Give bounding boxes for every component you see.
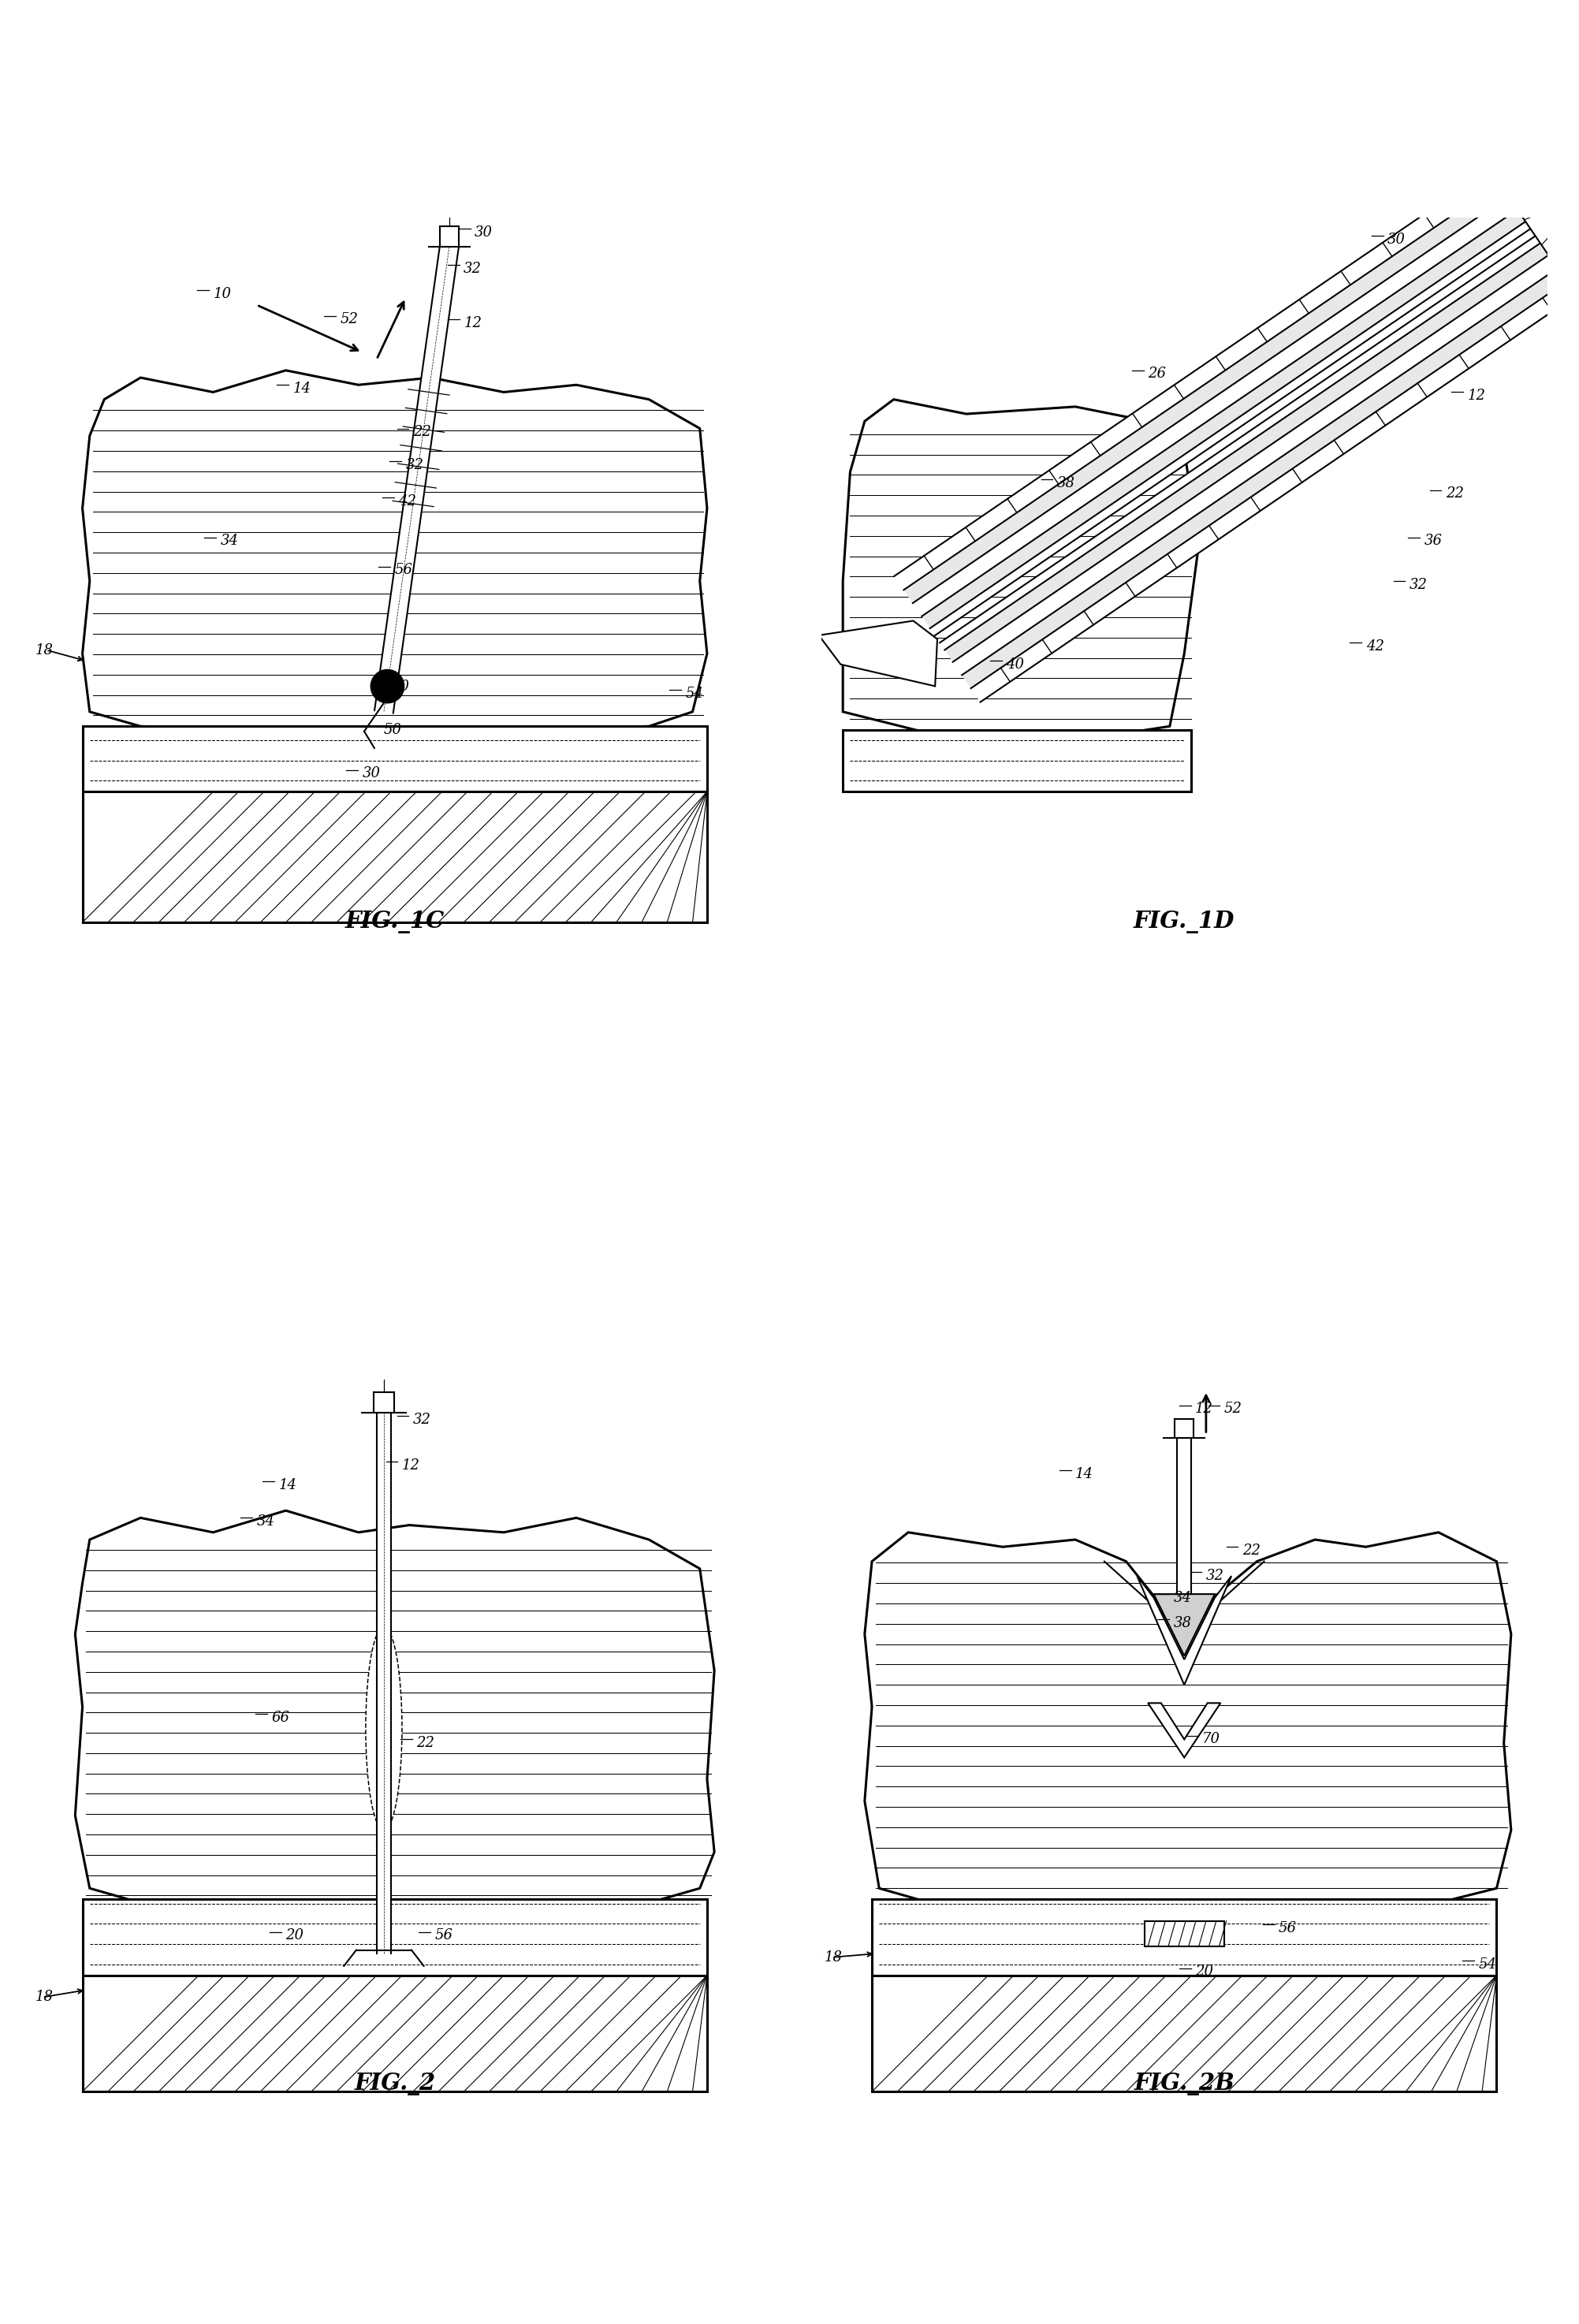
Polygon shape [76,1511,714,1910]
Text: 30: 30 [362,767,381,781]
Text: 22: 22 [417,1736,434,1750]
Text: 14: 14 [294,381,311,395]
Text: FIG._2: FIG._2 [354,2073,436,2096]
Text: 12: 12 [1467,388,1486,402]
Polygon shape [1154,1594,1214,1655]
Polygon shape [930,221,1530,634]
Polygon shape [377,1413,392,1954]
Text: 32: 32 [1410,579,1427,593]
Text: 34: 34 [257,1515,275,1529]
Polygon shape [1176,1439,1192,1627]
Text: 20: 20 [392,679,409,693]
Text: FIG._2B: FIG._2B [1134,2073,1235,2096]
Bar [1145,1922,1224,1948]
Polygon shape [952,256,1557,674]
Text: 38: 38 [1058,476,1075,490]
Polygon shape [894,170,1500,590]
Text: 26: 26 [1148,367,1165,381]
Polygon shape [1491,170,1579,295]
Text: 14: 14 [1075,1466,1093,1480]
Polygon shape [820,621,938,686]
Polygon shape [944,244,1549,662]
Text: 18: 18 [35,644,54,658]
Polygon shape [82,1899,707,1975]
Polygon shape [872,1975,1497,2092]
Text: 36: 36 [1424,535,1442,548]
Text: 40: 40 [1006,658,1025,672]
Text: 54: 54 [685,686,703,700]
Text: FIG._1D: FIG._1D [1134,911,1235,934]
Text: 20: 20 [286,1929,303,1943]
Polygon shape [962,267,1566,688]
Polygon shape [1148,1703,1221,1757]
Text: 14: 14 [278,1478,297,1492]
Polygon shape [374,246,458,713]
Circle shape [371,669,404,704]
Text: 32: 32 [1206,1569,1224,1583]
Text: 34: 34 [1173,1590,1192,1606]
Text: 32: 32 [406,458,423,472]
Text: 32: 32 [414,1413,431,1427]
Text: 22: 22 [1243,1543,1260,1557]
Text: 42: 42 [1366,639,1383,653]
Text: 10: 10 [213,286,231,302]
Polygon shape [971,281,1576,702]
Text: 42: 42 [398,495,417,509]
Text: 38: 38 [1173,1615,1192,1629]
Text: 56: 56 [434,1929,453,1943]
Text: 66: 66 [272,1710,289,1724]
Text: 34: 34 [221,535,238,548]
Ellipse shape [366,1627,403,1831]
Polygon shape [82,370,707,734]
Text: 54: 54 [1478,1957,1497,1971]
Text: FIG._1C: FIG._1C [344,911,445,934]
Text: 56: 56 [395,562,412,576]
Text: 18: 18 [35,1989,54,2003]
Polygon shape [940,237,1540,651]
Text: 50: 50 [384,723,403,737]
Polygon shape [922,209,1525,627]
Polygon shape [843,730,1192,792]
Polygon shape [82,792,707,923]
Text: 22: 22 [414,425,431,439]
Text: 18: 18 [824,1950,843,1964]
Polygon shape [1137,1576,1232,1685]
Text: 12: 12 [464,316,482,330]
Polygon shape [872,1899,1497,1975]
Text: 70: 70 [1203,1731,1221,1745]
Text: 52: 52 [341,311,358,328]
Text: 56: 56 [1279,1922,1296,1936]
Text: 20: 20 [1195,1964,1213,1980]
Polygon shape [903,184,1508,604]
Text: 52: 52 [1224,1401,1243,1415]
Text: 22: 22 [1446,486,1464,502]
Text: 12: 12 [403,1459,420,1473]
Text: 30: 30 [475,225,493,239]
Polygon shape [82,1975,707,2092]
Text: 32: 32 [464,263,482,277]
Text: 30: 30 [1388,232,1405,246]
Polygon shape [865,1532,1511,1910]
Polygon shape [82,727,707,792]
Text: 12: 12 [1195,1401,1213,1415]
Polygon shape [913,195,1517,616]
Polygon shape [843,400,1198,741]
